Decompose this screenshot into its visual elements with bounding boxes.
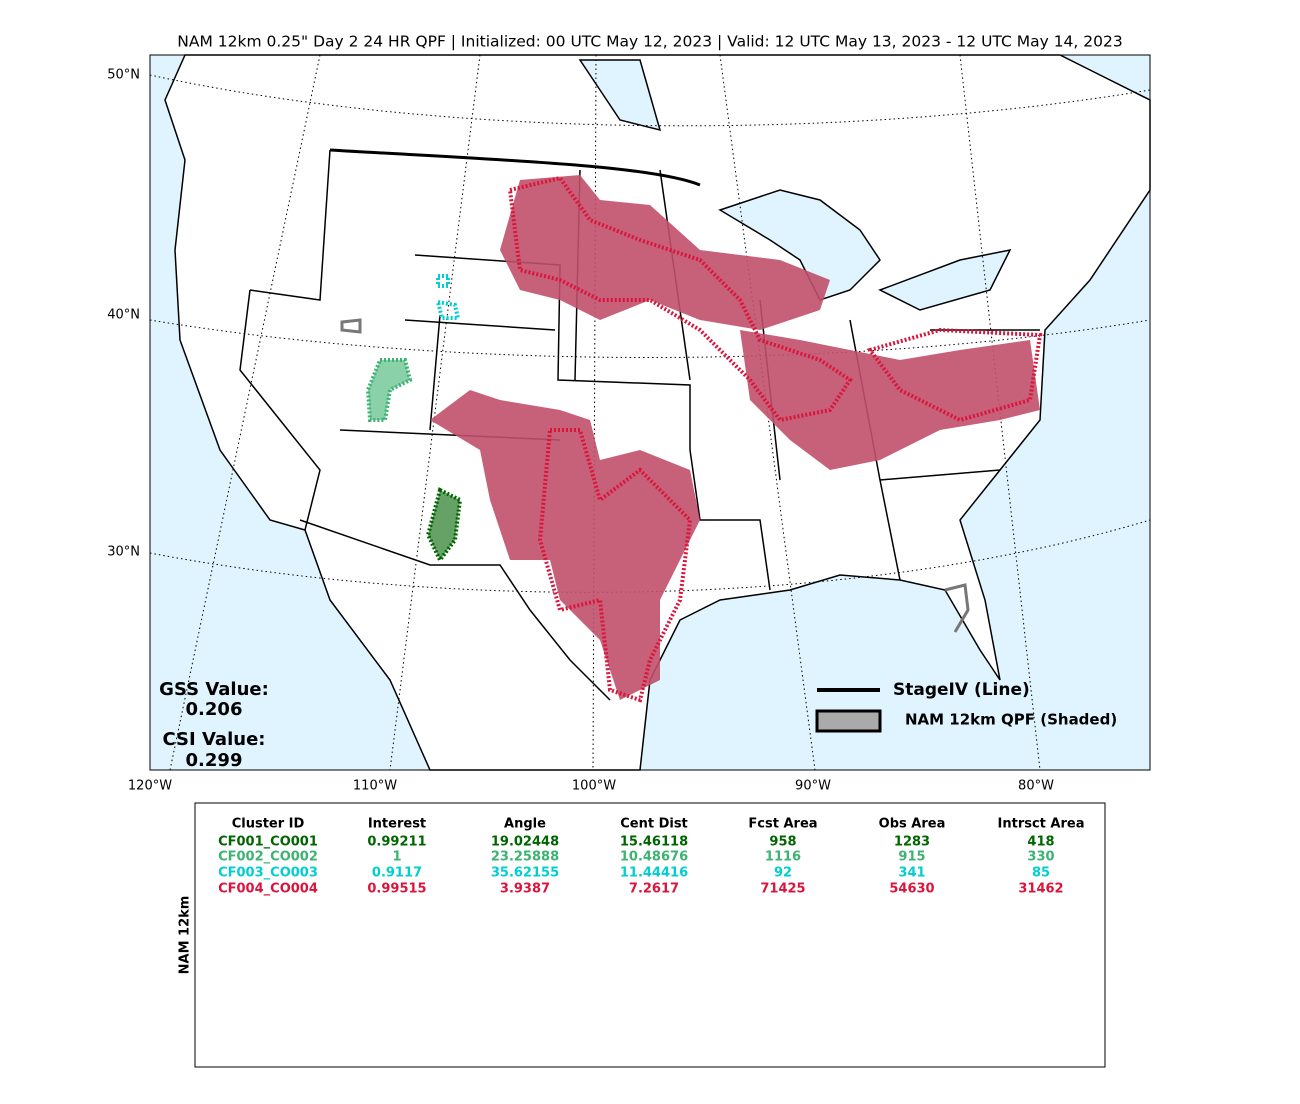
title: NAM 12km 0.25" Day 2 24 HR QPF | Initial… (177, 33, 1122, 51)
table-cell: 15.46118 (620, 835, 688, 850)
gss-label: GSS Value: (159, 679, 269, 700)
gss-value: 0.206 (186, 699, 243, 720)
table-cell: 958 (769, 835, 796, 850)
column-header: Obs Area (879, 817, 946, 832)
table-cell: CF002_CO002 (218, 850, 318, 865)
table-cell: 23.25888 (491, 850, 559, 865)
table-cell: 35.62155 (491, 866, 559, 881)
table-cell: 915 (898, 850, 925, 865)
csi-value: 0.299 (186, 750, 243, 771)
graticule (149, 54, 1151, 771)
table-cell: CF004_CO004 (218, 882, 318, 897)
lat-label: 50°N (107, 68, 140, 83)
table-ylabel: NAM 12km (178, 896, 193, 975)
table-cell: 1 (392, 850, 401, 865)
lakes (578, 59, 1012, 311)
column-header: Cent Dist (620, 817, 688, 832)
precip-contours (340, 175, 1043, 703)
table-cell: CF003_CO003 (218, 866, 318, 881)
column-header: Fcst Area (748, 817, 817, 832)
table-cell: 19.02448 (491, 835, 559, 850)
lon-label: 100°W (572, 779, 616, 794)
lat-label: 30°N (107, 545, 140, 560)
lon-label: 90°W (795, 779, 831, 794)
legend-line-label: StageIV (Line) (893, 680, 1030, 700)
table-cell: 1283 (894, 835, 930, 850)
lon-label: 120°W (128, 779, 172, 794)
table-cell: 0.99211 (367, 835, 426, 850)
lat-label: 40°N (107, 308, 140, 323)
table-cell: 71425 (760, 882, 805, 897)
table-cell: CF001_CO001 (218, 835, 318, 850)
legend-shaded-label: NAM 12km QPF (Shaded) (905, 711, 1117, 729)
lon-label: 80°W (1018, 779, 1054, 794)
land (164, 54, 1151, 771)
column-header: Cluster ID (232, 817, 305, 832)
table-cell: 3.9387 (500, 882, 550, 897)
table-cell: 10.48676 (620, 850, 688, 865)
table-cell: 92 (774, 866, 792, 881)
table-cell: 418 (1027, 835, 1054, 850)
column-header: Interest (368, 817, 426, 832)
column-header: Angle (504, 817, 546, 832)
map-frame (149, 54, 1151, 771)
map: 50°N 40°N 30°N 120°W 110°W 100°W 90°W 80°W GSS… (107, 54, 1151, 794)
table-frame (194, 802, 1106, 1068)
table-cell: 85 (1032, 866, 1050, 881)
table-cell: 341 (898, 866, 925, 881)
table-cell: 0.9117 (372, 866, 422, 881)
table-cell: 7.2617 (629, 882, 679, 897)
table-cell: 330 (1027, 850, 1054, 865)
column-header: Intrsct Area (998, 817, 1085, 832)
legend-shaded-swatch (815, 709, 882, 733)
table-cell: 31462 (1018, 882, 1063, 897)
table-cell: 0.99515 (367, 882, 426, 897)
lon-label: 110°W (353, 779, 397, 794)
csi-label: CSI Value: (163, 729, 266, 750)
table-cell: 1116 (765, 850, 801, 865)
table-cell: 54630 (889, 882, 934, 897)
table-cell: 11.44416 (620, 866, 688, 881)
